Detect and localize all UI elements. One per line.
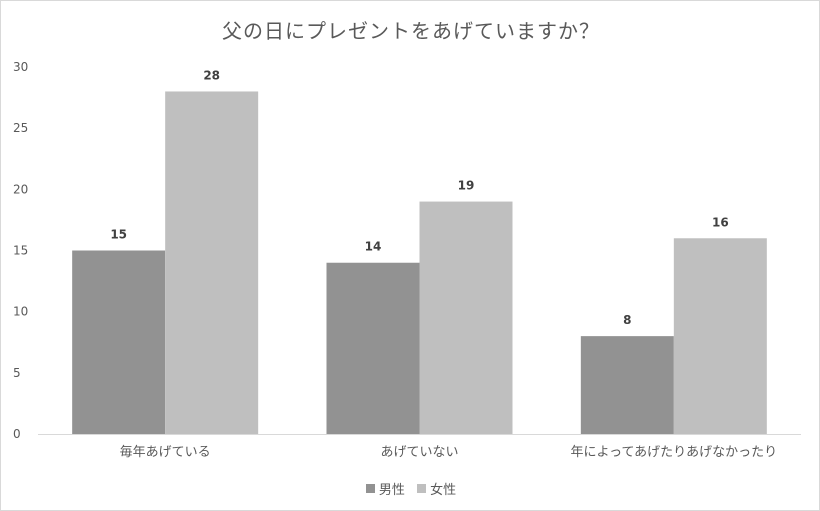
data-label: 16 [712,215,729,229]
y-tick-label: 15 [13,244,28,258]
legend-label-male: 男性 [378,483,405,498]
y-tick-label: 0 [13,427,21,441]
data-label: 14 [365,240,382,254]
x-tick-label: 年によってあげたりあげなかったり [571,445,778,460]
legend: 男性 女性 [1,479,820,498]
y-tick-label: 30 [13,60,28,74]
bar [673,238,767,434]
data-label: 19 [458,179,475,193]
bar [72,250,166,434]
bar [580,336,674,434]
legend-label-female: 女性 [430,483,457,498]
data-label: 15 [110,228,127,242]
x-tick-label: 毎年あげている [120,444,211,460]
bar [165,91,259,434]
bar [326,262,420,434]
data-label: 8 [623,313,631,327]
x-tick-label: あげていない [380,445,458,460]
y-tick-label: 20 [13,182,28,196]
y-tick-label: 25 [13,121,28,135]
data-label: 28 [203,68,220,82]
plot-area: 0 5 10 15 20 25 30 15 28 毎年あげている 14 19 あげていない 8 16 年によっ… [13,60,801,460]
chart-title: 父の日にプレゼントをあげていますか？ [222,19,600,43]
legend-swatch-female [417,484,427,493]
legend-item-female: 女性 [417,479,456,498]
y-tick-label: 10 [13,305,28,319]
y-tick-label: 5 [13,366,21,380]
legend-item-male: 男性 [365,479,405,498]
legend-swatch-male [365,484,375,493]
bar [419,201,513,434]
